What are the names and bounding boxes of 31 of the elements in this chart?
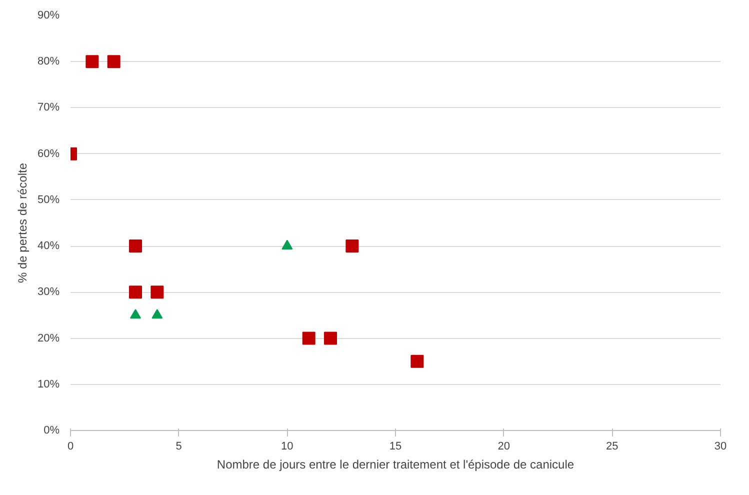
x-tick-label: 20 (498, 440, 510, 452)
x-tick-label: 30 (714, 440, 727, 452)
y-tick-label: 50% (37, 194, 60, 206)
point (410, 354, 424, 368)
point (130, 308, 141, 319)
y-tick-label: 10% (37, 378, 60, 390)
y-tick-label: 30% (37, 286, 60, 298)
y-tick-label: 70% (37, 102, 60, 114)
x-axis-title: Nombre de jours entre le dernier traitement et l'épisode de canicule (216, 458, 574, 472)
point (129, 286, 142, 299)
x-tick-label: 15 (389, 440, 402, 452)
point (152, 308, 163, 319)
point (150, 286, 164, 299)
point (129, 240, 142, 253)
point (282, 240, 293, 250)
y-axis-title: % de pertes de récolte (15, 162, 30, 284)
y-tick-label: 90% (37, 10, 60, 22)
point (86, 55, 99, 68)
x-tick-label: 0 (67, 440, 74, 452)
y-tick-label: 0% (44, 424, 60, 436)
y-tick-label: 20% (37, 332, 60, 344)
x-tick-label: 5 (176, 440, 182, 452)
x-tick-label: 25 (606, 440, 618, 452)
point (346, 240, 359, 253)
point (324, 332, 337, 345)
y-tick-label: 40% (37, 240, 60, 252)
point (107, 55, 120, 68)
y-tick-label: 60% (37, 148, 60, 160)
x-tick-label: 10 (281, 440, 294, 452)
point (302, 332, 316, 345)
y-tick-label: 80% (37, 56, 60, 68)
